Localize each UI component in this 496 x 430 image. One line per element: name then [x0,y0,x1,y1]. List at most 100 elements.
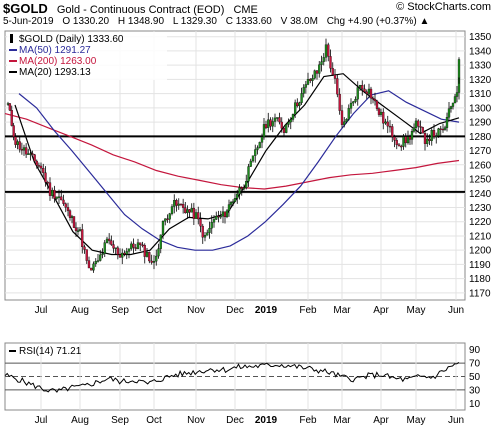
rsi-panel: 10 30 50 70 90 Jul Aug Sep Oct Nov Dec 2019 Feb Mar Ap… [4,342,481,426]
down-candle [46,182,49,184]
rsi-month-label: Dec [226,415,244,426]
down-candle [388,125,392,128]
up-candle [379,111,383,115]
down-candle [14,136,17,145]
up-candle [238,187,241,195]
up-candle [136,242,140,249]
down-candle [397,144,401,147]
up-candle [27,153,30,155]
month-tick-label: Dec [226,305,244,316]
up-candle [157,248,160,257]
brand-label: © StockCharts.com [396,1,491,13]
up-candle [414,120,418,128]
month-tick-label: Jul [35,305,48,316]
down-candle [264,124,268,128]
down-candle [24,147,28,155]
up-candle [76,230,80,232]
up-candle [121,252,124,258]
month-tick-label: Sep [111,305,129,316]
up-candle [451,102,455,107]
up-candle [229,202,233,205]
down-candle [296,102,299,107]
month-tick-label: Mar [333,305,351,316]
down-candle [8,103,12,111]
up-candle [233,198,237,202]
up-candle [453,96,457,104]
up-candle [190,208,193,213]
price-tick-label: 1220 [469,217,492,228]
up-candle [249,160,252,167]
up-candle [455,92,459,97]
down-candle [240,187,243,190]
up-candle [231,201,235,203]
down-candle [85,249,88,261]
up-candle [70,216,74,218]
candlesticks [6,38,461,273]
up-candle [447,108,451,118]
down-candle [118,254,122,258]
down-candle [134,247,137,249]
down-candle [327,44,330,57]
price-tick-label: 1230 [469,203,492,214]
down-candle [72,216,76,228]
up-candle [16,141,19,145]
up-candle [225,210,229,218]
up-candle [96,260,100,262]
up-candle [445,117,449,128]
rsi-legend-label: RSI(14) 71.21 [19,346,82,357]
up-candle [251,155,255,162]
up-candle [51,189,54,196]
down-candle [116,247,119,255]
up-candle [206,232,209,236]
up-candle [78,229,82,231]
rsi-month-label: Jul [35,415,48,426]
up-candle [343,121,346,125]
up-candle [215,215,218,220]
price-tick-label: 1240 [469,189,492,200]
down-candle [333,74,337,79]
price-tick-label: 1250 [469,175,492,186]
legend-ma-200-1263-00: MA(200) 1263.00 [19,56,97,67]
down-candle [363,88,366,92]
up-candle [203,235,207,238]
down-candle [336,78,339,95]
down-candle [223,211,227,218]
up-candle [320,61,323,65]
up-candle [152,261,156,263]
month-tick-label: Apr [373,305,389,316]
down-candle [408,136,412,140]
down-candle [141,244,144,246]
up-candle [256,147,259,150]
down-candle [315,70,319,74]
rsi-tick-label: 10 [469,399,481,410]
down-candle [62,199,65,204]
price-tick-label: 1340 [469,46,492,57]
rsi-month-label: Jun [448,415,464,426]
down-candle [33,154,36,162]
down-candle [123,252,126,255]
instrument-name: Gold - Continuous Contract (EOD) [56,4,225,16]
down-candle [361,85,364,90]
up-candle [242,187,246,190]
legend-ma-50-1291-27: MA(50) 1291.27 [19,45,91,56]
down-candle [280,121,283,129]
down-candle [184,207,187,214]
down-candle [338,93,341,111]
up-candle [245,181,248,189]
down-candle [309,79,312,81]
up-candle [170,206,174,214]
up-candle [410,131,414,140]
price-tick-label: 1350 [469,32,492,43]
down-candle [175,200,178,206]
down-candle [428,138,431,141]
down-candle [375,100,379,109]
quote-open: O 1330.20 [62,16,110,27]
down-candle [64,203,67,208]
up-candle [260,136,264,143]
down-candle [108,238,111,241]
up-candle [57,196,61,198]
down-candle [217,215,220,218]
up-candle [130,243,133,249]
down-candle [81,229,84,248]
up-candle [358,85,362,88]
